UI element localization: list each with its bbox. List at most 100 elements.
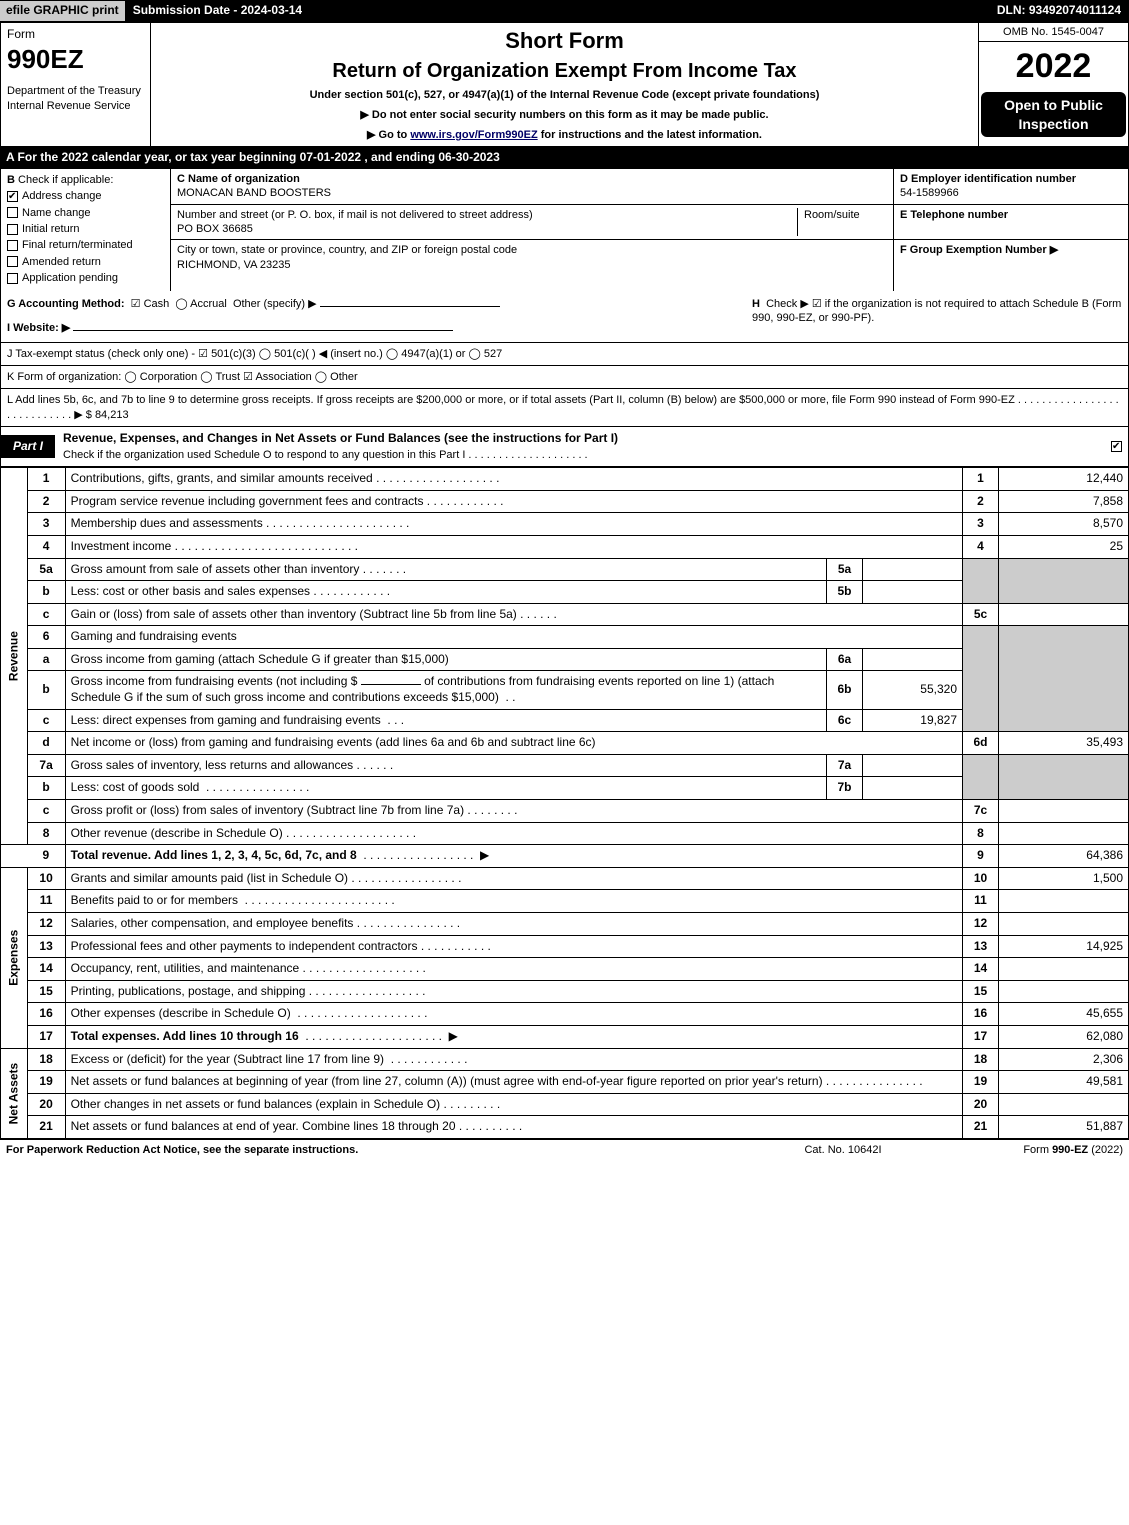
line18-value: 2,306 [999,1048,1129,1071]
line6a-value [863,648,963,671]
checkbox-icon [7,207,18,218]
section-def: D Employer identification number 54-1589… [893,169,1128,291]
form-number: 990EZ [7,43,144,77]
acct-other: Other (specify) ▶ [233,298,317,310]
chk-application-pending[interactable]: Application pending [7,271,164,285]
form-header: Form 990EZ Department of the Treasury In… [0,22,1129,147]
line14-value [999,958,1129,981]
line6b-value: 55,320 [863,671,963,709]
efile-print[interactable]: efile GRAPHIC print [0,1,125,21]
part1-table: Revenue 1 Contributions, gifts, grants, … [0,467,1129,1139]
line2-value: 7,858 [999,490,1129,513]
line9-value: 64,386 [999,845,1129,868]
part1-header: Part I Revenue, Expenses, and Changes in… [0,427,1129,467]
org-city: RICHMOND, VA 23235 [177,259,291,271]
line17-value: 62,080 [999,1025,1129,1048]
irs-link[interactable]: www.irs.gov/Form990EZ [410,129,537,141]
h-label: H [752,298,760,310]
line13-value: 14,925 [999,935,1129,958]
e-phone-label: E Telephone number [900,209,1008,221]
org-name: MONACAN BAND BOOSTERS [177,187,331,199]
header-center: Short Form Return of Organization Exempt… [151,23,978,146]
header-left: Form 990EZ Department of the Treasury In… [1,23,151,146]
part1-label: Part I [1,435,55,459]
revenue-sidelabel: Revenue [1,468,28,845]
line7b-value [863,777,963,800]
short-form-title: Short Form [159,27,970,56]
expenses-sidelabel: Expenses [1,867,28,1048]
page-footer: For Paperwork Reduction Act Notice, see … [0,1139,1129,1160]
line1-value: 12,440 [999,468,1129,491]
f-group-label: F Group Exemption Number ▶ [900,244,1058,256]
checkbox-icon [7,191,18,202]
chk-initial-return[interactable]: Initial return [7,222,164,236]
checkbox-icon [7,240,18,251]
line21-value: 51,887 [999,1116,1129,1139]
acct-accrual: Accrual [190,298,227,310]
main-title: Return of Organization Exempt From Incom… [159,58,970,84]
netassets-sidelabel: Net Assets [1,1048,28,1138]
line5a-value [863,558,963,581]
subtitle: Under section 501(c), 527, or 4947(a)(1)… [159,88,970,102]
h-text: Check ▶ ☑ if the organization is not req… [752,298,1121,324]
line5c-value [999,603,1129,626]
line4-value: 25 [999,535,1129,558]
line11-value [999,890,1129,913]
dln: DLN: 93492074011124 [989,1,1129,21]
line16-value: 45,655 [999,1003,1129,1026]
c-name-label: C Name of organization [177,173,300,185]
row-l: L Add lines 5b, 6c, and 7b to line 9 to … [0,389,1129,427]
footer-catno: Cat. No. 10642I [743,1143,943,1157]
line5b-value [863,581,963,604]
org-address: PO BOX 36685 [177,223,253,235]
row-k: K Form of organization: ◯ Corporation ◯ … [0,366,1129,389]
part1-schedule-o-check[interactable] [1111,441,1122,452]
irs-label: Internal Revenue Service [7,99,144,113]
d-ein-label: D Employer identification number [900,173,1076,185]
acct-cash: Cash [144,298,170,310]
checkbox-icon [7,256,18,267]
acct-other-input[interactable] [320,306,500,307]
row-g-h-i: G Accounting Method: ☑ Cash ◯ Accrual Ot… [0,291,1129,343]
website-input[interactable] [73,330,453,331]
note-link: ▶ Go to www.irs.gov/Form990EZ for instru… [159,128,970,142]
section-c: C Name of organization MONACAN BAND BOOS… [171,169,893,291]
line7c-value [999,800,1129,823]
line10-value: 1,500 [999,867,1129,890]
ein-value: 54-1589966 [900,187,959,199]
submission-date: Submission Date - 2024-03-14 [125,1,310,21]
header-right: OMB No. 1545-0047 2022 Open to Public In… [978,23,1128,146]
chk-address-change[interactable]: Address change [7,189,164,203]
line3-value: 8,570 [999,513,1129,536]
section-b: B Check if applicable: Address change Na… [1,169,171,291]
line7a-value [863,754,963,777]
dept-treasury: Department of the Treasury [7,84,144,98]
i-website-label: I Website: ▶ [7,322,70,334]
chk-final-return[interactable]: Final return/terminated [7,238,164,252]
checkbox-icon [7,224,18,235]
g-label: G Accounting Method: [7,298,125,310]
line12-value [999,913,1129,936]
line20-value [999,1093,1129,1116]
line8-value [999,822,1129,845]
open-public-badge: Open to Public Inspection [981,92,1126,136]
c-addr-label: Number and street (or P. O. box, if mail… [177,209,533,221]
chk-name-change[interactable]: Name change [7,206,164,220]
line15-value [999,980,1129,1003]
omb-number: OMB No. 1545-0047 [979,23,1128,42]
chk-amended-return[interactable]: Amended return [7,255,164,269]
checkbox-icon [7,273,18,284]
line6c-value: 19,827 [863,709,963,732]
section-bcdef: B Check if applicable: Address change Na… [0,169,1129,291]
tax-year: 2022 [979,42,1128,90]
row-j: J Tax-exempt status (check only one) - ☑… [0,343,1129,366]
line6d-value: 35,493 [999,732,1129,755]
row-a-tax-year: A For the 2022 calendar year, or tax yea… [0,147,1129,169]
form-word: Form [7,27,144,43]
line19-value: 49,581 [999,1071,1129,1094]
gross-receipts-value: 84,213 [95,409,129,421]
room-suite-label: Room/suite [804,209,860,221]
topbar: efile GRAPHIC print Submission Date - 20… [0,0,1129,22]
c-city-label: City or town, state or province, country… [177,244,517,256]
note-ssn: ▶ Do not enter social security numbers o… [159,108,970,122]
